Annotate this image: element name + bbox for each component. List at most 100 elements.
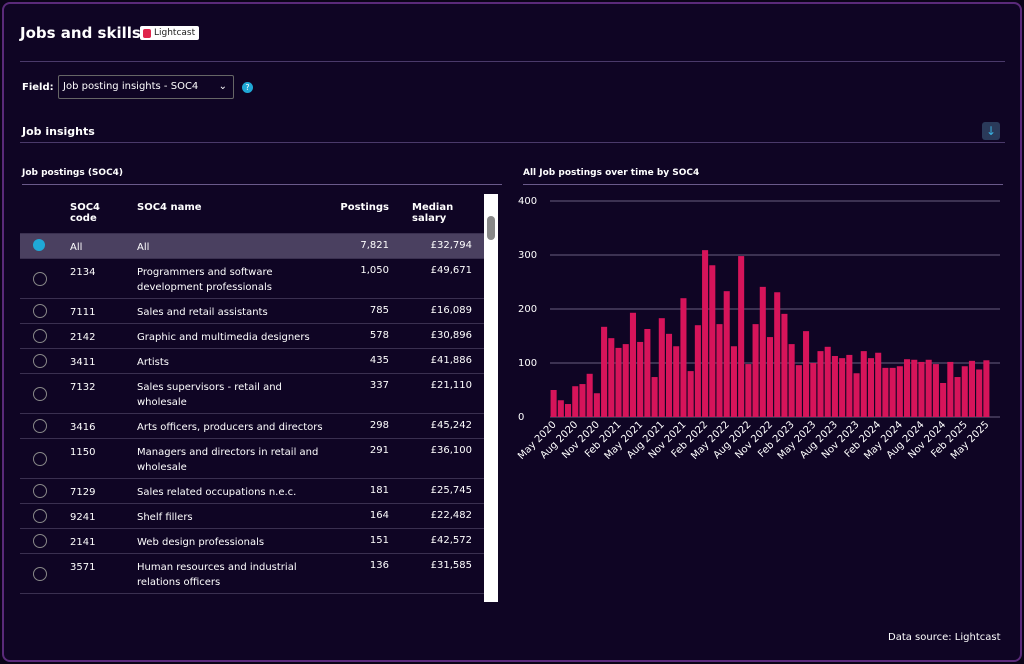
cell: 337: [369, 380, 389, 391]
cell: Human resources and industrial relations…: [137, 562, 297, 588]
scrollbar[interactable]: [484, 194, 498, 602]
cell: 2141: [70, 537, 96, 548]
bar: [665, 333, 673, 417]
cell: 1,050: [360, 265, 389, 276]
help-icon[interactable]: ?: [242, 82, 253, 93]
bar: [795, 365, 802, 417]
table-row[interactable]: 3571 Human resources and industrial relat…: [20, 554, 484, 594]
bar: [709, 265, 716, 417]
bar: [904, 359, 911, 417]
chevron: ⌄: [218, 81, 227, 92]
bar: [673, 346, 680, 417]
cell: 2134: [70, 267, 96, 278]
cell: 785: [369, 305, 389, 316]
bar: [839, 358, 846, 417]
table-header: SOC4 code SOC4 name Postings Median salary: [20, 194, 484, 234]
bar: [557, 400, 564, 417]
row-icon: [33, 566, 47, 581]
table-row[interactable]: 7129 Sales related occupations n.e.c. 181 £…: [20, 479, 484, 504]
scroll-thumb[interactable]: [487, 216, 495, 240]
bar: [759, 286, 766, 417]
table-row[interactable]: 7111 Sales and retail assistants 785 £16,08…: [20, 299, 484, 324]
bar: [579, 384, 586, 417]
bar: [968, 360, 975, 417]
cell: £49,671: [430, 265, 472, 276]
field-label: Field:: [22, 82, 54, 93]
row-icon: [33, 386, 47, 401]
cell: All: [137, 242, 150, 253]
bar: [947, 361, 954, 417]
download-button[interactable]: ↓: [982, 122, 1000, 140]
cell: £41,886: [430, 355, 472, 366]
cell: £16,089: [430, 305, 472, 316]
cell: 136: [369, 560, 389, 571]
table-row[interactable]: 7132 Sales supervisors - retail and whole…: [20, 374, 484, 414]
cell: Sales related occupations n.e.c.: [137, 487, 297, 498]
bar: [738, 256, 745, 417]
bar: [882, 367, 889, 417]
cell: 7129: [70, 487, 96, 498]
cell: £36,100: [430, 445, 472, 456]
y-tick-label: 200: [518, 304, 537, 315]
row-icon: [33, 451, 47, 466]
table-row[interactable]: 2134 Programmers and software development…: [20, 259, 484, 299]
table-row[interactable]: All All 7,821 £32,794: [20, 234, 484, 259]
cell: 298: [369, 420, 389, 431]
cell: Shelf fillers: [137, 512, 193, 523]
bar: [824, 346, 831, 417]
divider: [20, 61, 1005, 62]
bar: [730, 346, 737, 417]
bar: [846, 354, 853, 417]
bar: [875, 352, 882, 417]
cell: Web design professionals: [137, 537, 265, 548]
table-row[interactable]: 3411 Artists 435 £41,886: [20, 349, 484, 374]
cell: Arts officers, producers and directors: [137, 422, 323, 433]
bar: [680, 298, 687, 417]
cell: £22,482: [430, 510, 472, 521]
bar: [565, 404, 572, 417]
cell: Programmers and software development pro…: [137, 267, 273, 293]
row-icon: [33, 304, 47, 318]
column-header: Postings: [340, 202, 389, 213]
table-row[interactable]: 2141 Web design professionals 151 £42,572: [20, 529, 484, 554]
field-select[interactable]: Job posting insights - SOC4 ⌄: [58, 75, 234, 99]
bar: [766, 337, 774, 417]
bar: [860, 351, 867, 417]
cell: 3411: [70, 357, 96, 368]
cell: Sales and retail assistants: [137, 307, 268, 318]
bar: [608, 338, 615, 417]
cell: £30,896: [430, 330, 472, 341]
bar: [954, 377, 961, 417]
table-row[interactable]: 2142 Graphic and multimedia designers 578 £…: [20, 324, 484, 349]
bar: [550, 390, 557, 417]
bar: [867, 358, 875, 417]
row-icon: [33, 419, 47, 433]
bar: [644, 328, 651, 417]
cell: £32,794: [430, 240, 472, 251]
bar: [918, 361, 925, 417]
table-row[interactable]: 1150 Managers and directors in retail and…: [20, 439, 484, 479]
bar: [615, 347, 622, 417]
bar: [637, 341, 644, 417]
bar: [853, 373, 860, 417]
row-icon: [33, 329, 47, 343]
bar: [658, 318, 665, 417]
bar: [976, 369, 983, 417]
table-row[interactable]: 9241 Shelf fillers 164 £22,482: [20, 504, 484, 529]
row-icon: [33, 271, 47, 286]
row-icon: [33, 509, 47, 523]
table-row[interactable]: 3416 Arts officers, producers and directo…: [20, 414, 484, 439]
title: Jobs and skills: [20, 24, 141, 42]
bar: [831, 355, 838, 417]
bar: [702, 250, 709, 417]
y-tick-label: 300: [518, 250, 537, 261]
cell: 1150: [70, 447, 96, 458]
column-header: SOC4 name: [137, 202, 202, 213]
cell: £31,585: [430, 560, 472, 571]
cell: Sales supervisors - retail and wholesale: [137, 382, 282, 408]
bar: [788, 344, 795, 417]
bar: [774, 292, 781, 417]
bar: [810, 363, 817, 417]
cell: Artists: [137, 357, 169, 368]
cell: 291: [369, 445, 389, 456]
